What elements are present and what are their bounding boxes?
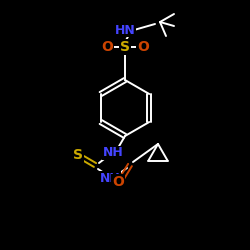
Text: NH: NH: [100, 172, 120, 184]
Text: O: O: [112, 175, 124, 189]
Text: S: S: [120, 40, 130, 54]
Text: O: O: [101, 40, 113, 54]
Text: S: S: [73, 148, 83, 162]
Text: NH: NH: [103, 146, 124, 160]
Text: HN: HN: [114, 24, 136, 36]
Text: O: O: [137, 40, 149, 54]
